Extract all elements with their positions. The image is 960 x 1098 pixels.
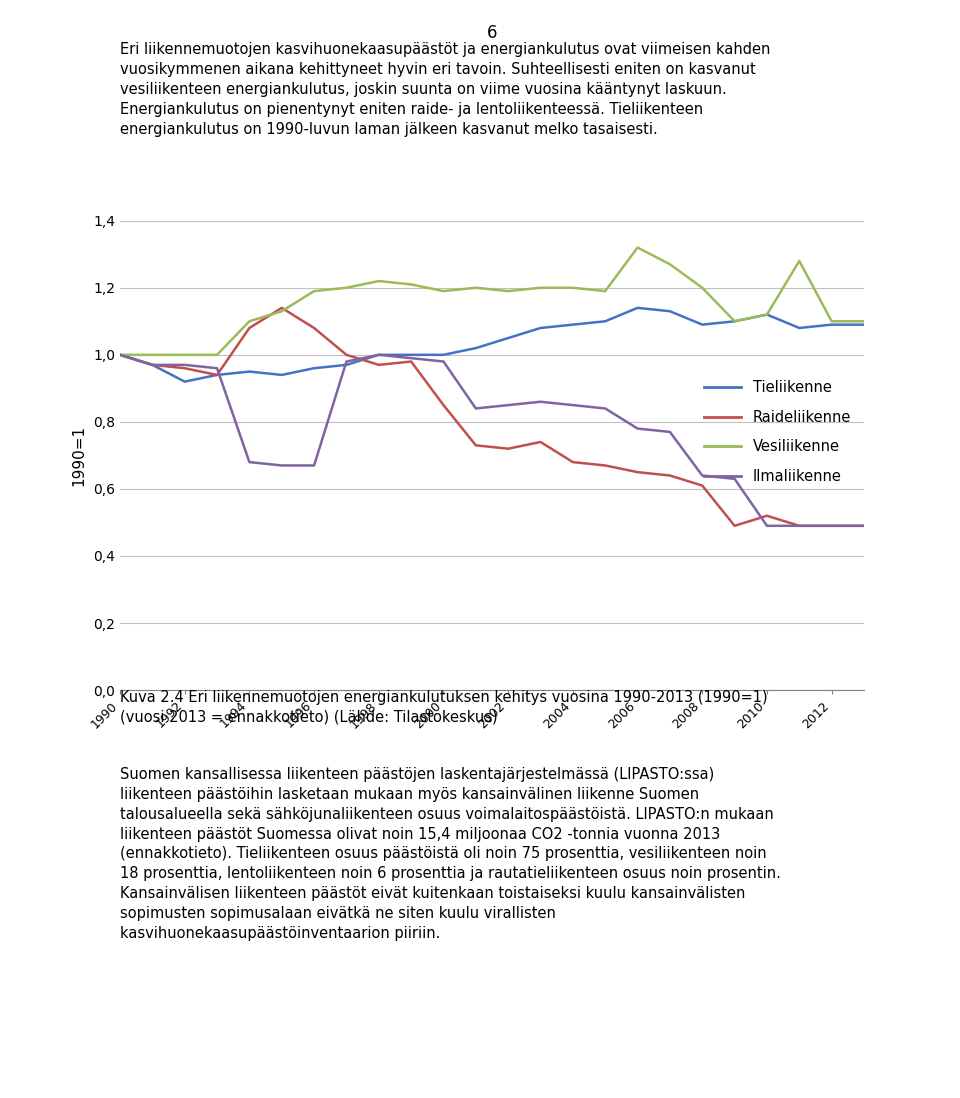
Text: Eri liikennemuotojen kasvihuonekaasupäästöt ja energiankulutus ovat viimeisen ka: Eri liikennemuotojen kasvihuonekaasupääs… (120, 43, 770, 136)
Y-axis label: 1990=1: 1990=1 (71, 425, 86, 486)
Text: Kuva 2.4 Eri liikennemuotojen energiankulutuksen kehitys vuosina 1990-2013 (1990: Kuva 2.4 Eri liikennemuotojen energianku… (120, 691, 768, 725)
Text: Suomen kansallisessa liikenteen päästöjen laskentajärjestelmässä (LIPASTO:ssa)
l: Suomen kansallisessa liikenteen päästöje… (120, 768, 780, 941)
Text: 6: 6 (487, 23, 497, 42)
Legend: Tieliikenne, Raideliikenne, Vesiliikenne, Ilmaliikenne: Tieliikenne, Raideliikenne, Vesiliikenne… (699, 374, 856, 490)
